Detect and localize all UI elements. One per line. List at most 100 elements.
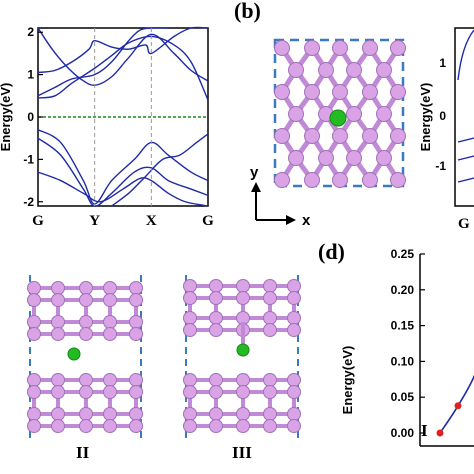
atom	[103, 293, 117, 307]
atom	[103, 385, 117, 399]
atom	[362, 172, 378, 188]
atom	[129, 293, 143, 307]
dopant-atom	[329, 109, 347, 127]
y-tick-label: 0.15	[391, 319, 415, 333]
atom	[129, 327, 143, 341]
structure-III: III	[183, 275, 301, 462]
atom	[390, 172, 406, 188]
xy-axes-arrow-icon: y x	[250, 164, 311, 229]
atom	[79, 293, 93, 307]
axis-x-label: x	[302, 212, 311, 229]
panel-c-ytick: 0	[439, 109, 446, 123]
band-line	[37, 26, 209, 74]
atom	[263, 323, 277, 337]
atom	[287, 407, 301, 421]
atom	[183, 311, 197, 325]
panel-c-band	[457, 29, 474, 81]
atom	[288, 150, 304, 166]
atom	[346, 106, 362, 122]
atom	[79, 419, 93, 433]
band-line	[37, 171, 209, 207]
kpoint-label: Y	[89, 213, 100, 229]
band-line	[37, 137, 209, 207]
atom	[362, 84, 378, 100]
atom	[390, 84, 406, 100]
atom	[183, 291, 197, 305]
structure-III-label: III	[232, 443, 252, 462]
structure-II-label: II	[76, 443, 90, 462]
y-tick-label: 1	[27, 68, 34, 82]
atom	[390, 40, 406, 56]
atom	[183, 419, 197, 433]
y-tick-label: -1	[23, 152, 34, 166]
panel-d-points	[436, 402, 462, 437]
atom	[129, 315, 143, 329]
atom	[27, 407, 41, 421]
atom	[346, 150, 362, 166]
atom	[287, 373, 301, 387]
atom	[332, 128, 348, 144]
atom	[263, 291, 277, 305]
y-tick-label: 0.25	[391, 247, 415, 261]
atom	[287, 291, 301, 305]
atom	[362, 128, 378, 144]
atom	[274, 40, 290, 56]
atom	[129, 385, 143, 399]
atom	[376, 150, 392, 166]
atom	[129, 419, 143, 433]
atom	[183, 385, 197, 399]
data-point	[436, 429, 444, 437]
kpoint-label: G	[32, 213, 44, 229]
atom	[209, 279, 223, 293]
band-line	[37, 27, 169, 97]
atom	[129, 407, 143, 421]
atom	[51, 385, 65, 399]
atom	[209, 407, 223, 421]
y-tick-label: 0.20	[391, 283, 415, 297]
atom	[304, 40, 320, 56]
atom	[376, 106, 392, 122]
panel-c-ytick: -1	[435, 159, 446, 173]
panel-c-band	[457, 155, 474, 161]
y-tick-label: 2	[27, 25, 34, 39]
atom	[51, 281, 65, 295]
panel-d-y-ticks: 0.25 0.20 0.15 0.10 0.05 0.00	[391, 247, 425, 440]
atom	[390, 128, 406, 144]
panel-c-kpoint: G	[458, 216, 470, 232]
atom	[79, 373, 93, 387]
atom	[346, 62, 362, 78]
atom	[287, 385, 301, 399]
atom	[304, 128, 320, 144]
panel-b-letter: (b)	[234, 0, 261, 23]
panel-d-ylabel: Energy(eV)	[340, 346, 355, 415]
atom	[79, 281, 93, 295]
band-line	[37, 35, 209, 101]
atom	[209, 373, 223, 387]
kpoint-label: G	[202, 213, 214, 229]
atom	[288, 106, 304, 122]
atom	[27, 281, 41, 295]
y-tick-label: 0.05	[391, 390, 415, 404]
panel-c-frame	[454, 27, 474, 207]
atom	[288, 62, 304, 78]
data-point	[454, 402, 462, 410]
atom	[304, 172, 320, 188]
band-line	[111, 133, 209, 207]
atom	[51, 373, 65, 387]
atom	[27, 315, 41, 329]
panel-a-bands	[37, 26, 209, 207]
atom	[318, 62, 334, 78]
atom	[362, 40, 378, 56]
atom	[236, 407, 250, 421]
atom	[263, 279, 277, 293]
atom	[274, 172, 290, 188]
atom	[183, 279, 197, 293]
structure-II-atoms	[27, 281, 143, 433]
atom	[318, 150, 334, 166]
atom	[183, 323, 197, 337]
atom	[103, 327, 117, 341]
atom	[263, 373, 277, 387]
atom	[274, 84, 290, 100]
atom	[236, 291, 250, 305]
atom	[51, 315, 65, 329]
